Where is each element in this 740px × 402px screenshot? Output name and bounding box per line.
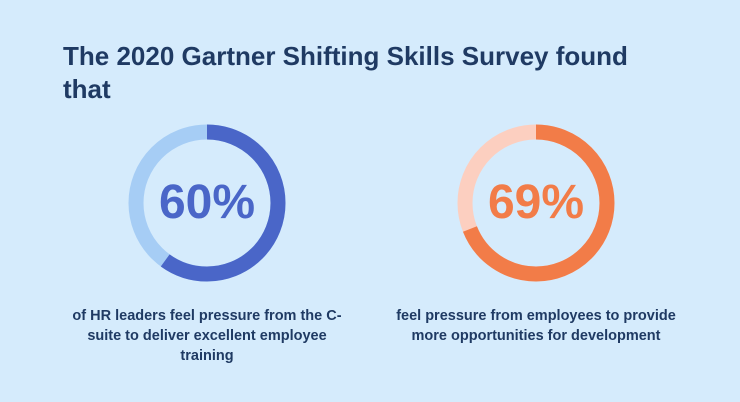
- stat-hr-leaders: 60% of HR leaders feel pressure from the…: [42, 124, 372, 366]
- page-title: The 2020 Gartner Shifting Skills Survey …: [63, 41, 628, 104]
- donut-chart-1: 60%: [122, 124, 292, 282]
- stat-description-2: feel pressure from employees to provide …: [396, 308, 676, 344]
- donut-fill-2: [457, 124, 615, 282]
- donut-svg-2: [457, 124, 615, 282]
- stat-description-1: of HR leaders feel pressure from the C-s…: [72, 308, 342, 364]
- donut-svg-1: [128, 124, 286, 282]
- donut-fill-1: [128, 124, 286, 282]
- stat-value-1: 60%: [158, 176, 256, 229]
- donut-chart-2: 69%: [451, 124, 621, 282]
- stat-employees: 69% feel pressure from employees to prov…: [371, 124, 701, 346]
- stat-value-2: 69%: [487, 176, 585, 229]
